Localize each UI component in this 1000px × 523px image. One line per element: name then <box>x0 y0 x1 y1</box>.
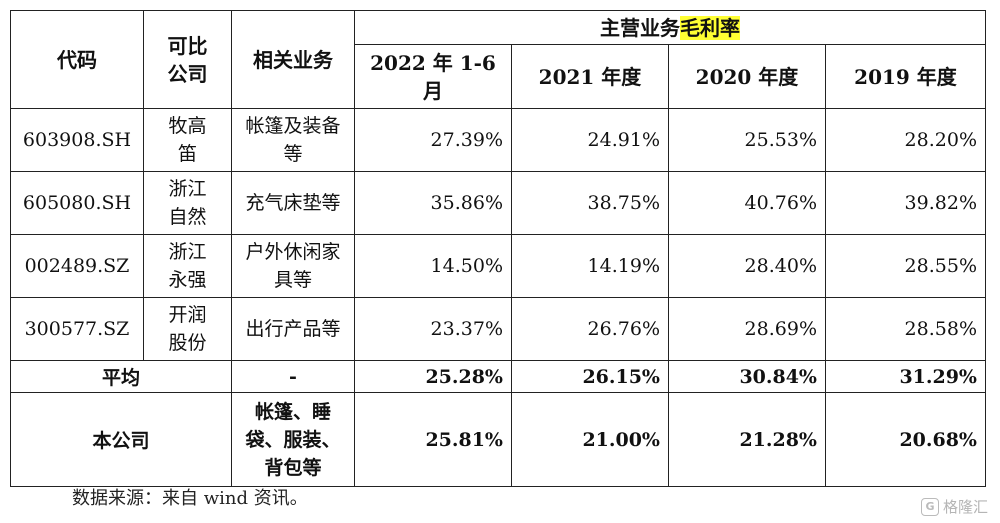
average-label: 平均 <box>10 360 232 393</box>
header-margin-group: 主营业务毛利率 <box>354 10 986 45</box>
watermark-logo-icon: G <box>920 497 939 516</box>
average-value-2021: 26.15% <box>511 360 669 393</box>
row-value-2022h1: 27.39% <box>354 108 512 172</box>
table-row: 002489.SZ 浙江永强 户外休闲家具等 14.50% 14.19% 28.… <box>10 234 986 298</box>
watermark: G 格隆汇 <box>920 496 988 517</box>
header-period-2021: 2021 年度 <box>511 44 669 109</box>
row-value-2022h1: 14.50% <box>354 234 512 298</box>
header-row-1: 代码 可比公司 相关业务 主营业务毛利率 <box>10 10 986 109</box>
row-value-2022h1: 35.86% <box>354 171 512 235</box>
self-row: 本公司 帐篷、睡袋、服装、背包等 25.81% 21.00% 21.28% 20… <box>10 392 986 487</box>
self-business: 帐篷、睡袋、服装、背包等 <box>231 392 355 487</box>
row-value-2019: 28.58% <box>825 297 986 361</box>
header-period-2022h1: 2022 年 1-6 月 <box>354 44 512 109</box>
header-margin-prefix: 主营业务 <box>600 15 680 40</box>
table-row: 300577.SZ 开润股份 出行产品等 23.37% 26.76% 28.69… <box>10 297 986 361</box>
row-value-2020: 40.76% <box>668 171 826 235</box>
row-value-2021: 26.76% <box>511 297 669 361</box>
row-value-2021: 38.75% <box>511 171 669 235</box>
row-code: 605080.SH <box>10 171 144 235</box>
row-business: 出行产品等 <box>231 297 355 361</box>
row-code: 002489.SZ <box>10 234 144 298</box>
self-value-2021: 21.00% <box>511 392 669 487</box>
self-value-2019: 20.68% <box>825 392 986 487</box>
row-company: 浙江永强 <box>143 234 232 298</box>
row-value-2020: 25.53% <box>668 108 826 172</box>
header-company: 可比公司 <box>143 10 232 109</box>
row-value-2020: 28.69% <box>668 297 826 361</box>
row-value-2021: 14.19% <box>511 234 669 298</box>
data-source-note: 数据来源：来自 wind 资讯。 <box>72 488 308 509</box>
row-value-2019: 39.82% <box>825 171 986 235</box>
self-label: 本公司 <box>10 392 232 487</box>
row-value-2019: 28.55% <box>825 234 986 298</box>
header-business: 相关业务 <box>231 10 355 109</box>
average-value-2022h1: 25.28% <box>354 360 512 393</box>
header-period-2019: 2019 年度 <box>825 44 986 109</box>
header-margin-highlight: 毛利率 <box>680 15 740 40</box>
table-row: 603908.SH 牧高笛 帐篷及装备等 27.39% 24.91% 25.53… <box>10 108 986 172</box>
gross-margin-table: 代码 可比公司 相关业务 主营业务毛利率 2022 年 1-6 月 2021 年… <box>10 10 986 487</box>
table-row: 605080.SH 浙江自然 充气床垫等 35.86% 38.75% 40.76… <box>10 171 986 235</box>
row-business: 帐篷及装备等 <box>231 108 355 172</box>
row-company: 开润股份 <box>143 297 232 361</box>
header-code: 代码 <box>10 10 144 109</box>
header-row-2: 2022 年 1-6 月 2021 年度 2020 年度 2019 年度 <box>11 44 986 109</box>
header-period-2020: 2020 年度 <box>668 44 826 109</box>
row-value-2020: 28.40% <box>668 234 826 298</box>
row-value-2022h1: 23.37% <box>354 297 512 361</box>
average-value-2019: 31.29% <box>825 360 986 393</box>
average-row: 平均 - 25.28% 26.15% 30.84% 31.29% <box>10 360 986 393</box>
row-code: 603908.SH <box>10 108 144 172</box>
row-value-2019: 28.20% <box>825 108 986 172</box>
row-business: 充气床垫等 <box>231 171 355 235</box>
watermark-text: 格隆汇 <box>942 498 988 516</box>
row-value-2021: 24.91% <box>511 108 669 172</box>
row-business: 户外休闲家具等 <box>231 234 355 298</box>
self-value-2022h1: 25.81% <box>354 392 512 487</box>
row-company: 牧高笛 <box>143 108 232 172</box>
average-value-2020: 30.84% <box>668 360 826 393</box>
average-business: - <box>231 360 355 393</box>
row-company: 浙江自然 <box>143 171 232 235</box>
self-value-2020: 21.28% <box>668 392 826 487</box>
row-code: 300577.SZ <box>10 297 144 361</box>
